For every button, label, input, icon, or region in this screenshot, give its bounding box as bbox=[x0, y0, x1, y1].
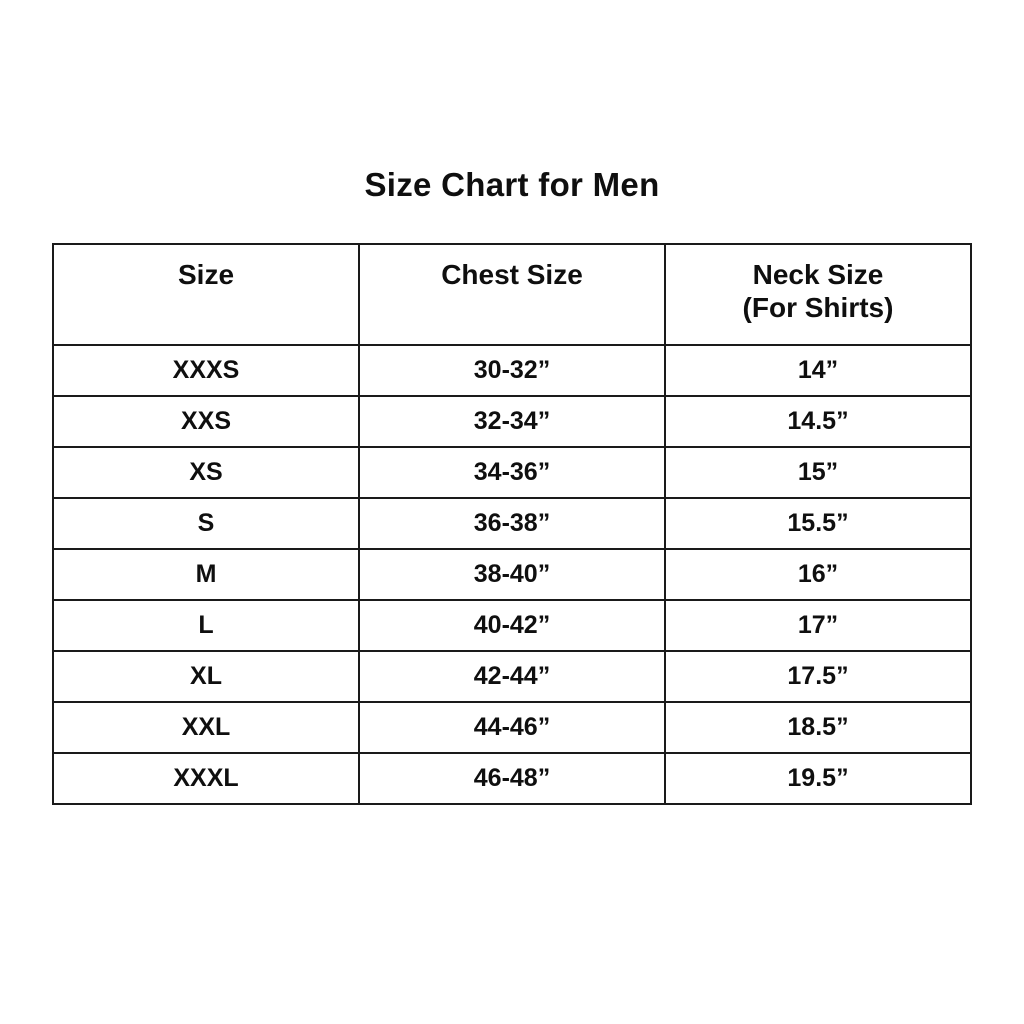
table-row: XXS 32-34” 14.5” bbox=[52, 395, 972, 448]
table-body: XXXS 30-32” 14” XXS 32-34” 14.5” XS 34-3… bbox=[52, 344, 972, 805]
size-cell: XXL bbox=[52, 701, 360, 754]
chest-size-cell: 32-34” bbox=[358, 395, 666, 448]
chest-size-cell: 42-44” bbox=[358, 650, 666, 703]
neck-size-cell: 17” bbox=[664, 599, 972, 652]
size-cell: XXXL bbox=[52, 752, 360, 805]
chest-size-cell: 36-38” bbox=[358, 497, 666, 550]
chest-size-cell: 34-36” bbox=[358, 446, 666, 499]
header-neck-size-label-line2: (For Shirts) bbox=[742, 292, 894, 323]
table-row: XXXL 46-48” 19.5” bbox=[52, 752, 972, 805]
chest-size-cell: 44-46” bbox=[358, 701, 666, 754]
table-row: M 38-40” 16” bbox=[52, 548, 972, 601]
neck-size-cell: 17.5” bbox=[664, 650, 972, 703]
neck-size-cell: 14.5” bbox=[664, 395, 972, 448]
neck-size-cell: 15” bbox=[664, 446, 972, 499]
neck-size-cell: 16” bbox=[664, 548, 972, 601]
size-cell: M bbox=[52, 548, 360, 601]
table-row: XXXS 30-32” 14” bbox=[52, 344, 972, 397]
size-chart-table: Size Chest Size Neck Size (For Shirts) X… bbox=[52, 243, 972, 805]
table-row: L 40-42” 17” bbox=[52, 599, 972, 652]
size-cell: S bbox=[52, 497, 360, 550]
neck-size-cell: 15.5” bbox=[664, 497, 972, 550]
chest-size-cell: 30-32” bbox=[358, 344, 666, 397]
neck-size-cell: 18.5” bbox=[664, 701, 972, 754]
chest-size-cell: 40-42” bbox=[358, 599, 666, 652]
chest-size-cell: 38-40” bbox=[358, 548, 666, 601]
size-cell: L bbox=[52, 599, 360, 652]
table-row: XXL 44-46” 18.5” bbox=[52, 701, 972, 754]
header-neck-size: Neck Size (For Shirts) bbox=[664, 243, 972, 346]
table-row: XS 34-36” 15” bbox=[52, 446, 972, 499]
size-cell: XS bbox=[52, 446, 360, 499]
table-header-row: Size Chest Size Neck Size (For Shirts) bbox=[52, 243, 972, 346]
neck-size-cell: 14” bbox=[664, 344, 972, 397]
header-chest-size-label: Chest Size bbox=[441, 259, 583, 290]
size-cell: XXXS bbox=[52, 344, 360, 397]
header-size: Size bbox=[52, 243, 360, 346]
header-size-label: Size bbox=[177, 259, 235, 290]
table-row: XL 42-44” 17.5” bbox=[52, 650, 972, 703]
size-cell: XL bbox=[52, 650, 360, 703]
table-row: S 36-38” 15.5” bbox=[52, 497, 972, 550]
header-chest-size: Chest Size bbox=[358, 243, 666, 346]
neck-size-cell: 19.5” bbox=[664, 752, 972, 805]
chest-size-cell: 46-48” bbox=[358, 752, 666, 805]
page-title: Size Chart for Men bbox=[364, 166, 660, 203]
table-header: Size Chest Size Neck Size (For Shirts) bbox=[52, 243, 972, 346]
size-cell: XXS bbox=[52, 395, 360, 448]
header-neck-size-label-line1: Neck Size bbox=[752, 259, 884, 290]
